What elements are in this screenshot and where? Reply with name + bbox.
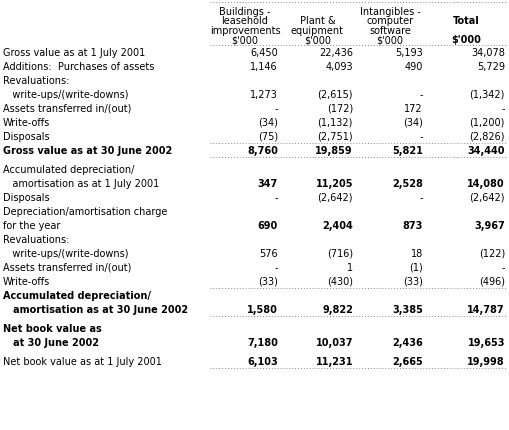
Text: Revaluations:: Revaluations: (3, 76, 69, 86)
Text: (34): (34) (258, 117, 277, 127)
Text: Gross value as at 1 July 2001: Gross value as at 1 July 2001 (3, 48, 145, 58)
Text: software: software (369, 25, 410, 35)
Text: $'000: $'000 (231, 35, 258, 45)
Text: 18: 18 (410, 248, 422, 258)
Text: 9,822: 9,822 (322, 304, 352, 314)
Text: 11,205: 11,205 (315, 178, 352, 188)
Text: Revaluations:: Revaluations: (3, 234, 69, 244)
Text: Plant &: Plant & (299, 16, 334, 26)
Text: 690: 690 (257, 220, 277, 230)
Text: Accumulated depreciation/: Accumulated depreciation/ (3, 164, 134, 174)
Text: 2,404: 2,404 (322, 220, 352, 230)
Text: (1,132): (1,132) (317, 117, 352, 127)
Text: 6,103: 6,103 (247, 356, 277, 366)
Text: Total: Total (452, 16, 478, 26)
Text: Disposals: Disposals (3, 132, 49, 141)
Text: (2,615): (2,615) (317, 89, 352, 99)
Text: $'000: $'000 (376, 35, 403, 45)
Text: -: - (274, 104, 277, 114)
Text: Assets transferred in/(out): Assets transferred in/(out) (3, 104, 131, 114)
Text: 8,760: 8,760 (247, 145, 277, 155)
Text: 11,231: 11,231 (315, 356, 352, 366)
Text: 5,193: 5,193 (394, 48, 422, 58)
Text: Additions:  Purchases of assets: Additions: Purchases of assets (3, 61, 154, 71)
Text: 19,998: 19,998 (466, 356, 504, 366)
Text: 1,580: 1,580 (247, 304, 277, 314)
Text: Disposals: Disposals (3, 192, 49, 202)
Text: (1,200): (1,200) (469, 117, 504, 127)
Text: leasehold: leasehold (221, 16, 268, 26)
Text: 172: 172 (404, 104, 422, 114)
Text: 1,273: 1,273 (249, 89, 277, 99)
Text: 3,385: 3,385 (391, 304, 422, 314)
Text: 14,080: 14,080 (466, 178, 504, 188)
Text: 19,859: 19,859 (315, 145, 352, 155)
Text: -: - (500, 104, 504, 114)
Text: $'000: $'000 (303, 35, 330, 45)
Text: amortisation as at 30 June 2002: amortisation as at 30 June 2002 (3, 304, 188, 314)
Text: 873: 873 (402, 220, 422, 230)
Text: Write-offs: Write-offs (3, 276, 50, 286)
Text: (716): (716) (326, 248, 352, 258)
Text: amortisation as at 1 July 2001: amortisation as at 1 July 2001 (3, 178, 159, 188)
Text: 2,665: 2,665 (391, 356, 422, 366)
Text: at 30 June 2002: at 30 June 2002 (3, 337, 99, 347)
Text: Buildings -: Buildings - (219, 6, 270, 16)
Text: -: - (500, 262, 504, 272)
Text: -: - (274, 192, 277, 202)
Text: (34): (34) (402, 117, 422, 127)
Text: (33): (33) (402, 276, 422, 286)
Text: 490: 490 (404, 61, 422, 71)
Text: 1: 1 (346, 262, 352, 272)
Text: write-ups/(write-downs): write-ups/(write-downs) (3, 248, 128, 258)
Text: Write-offs: Write-offs (3, 117, 50, 127)
Text: 14,787: 14,787 (466, 304, 504, 314)
Text: Depreciation/amortisation charge: Depreciation/amortisation charge (3, 206, 167, 216)
Text: -: - (419, 132, 422, 141)
Text: Intangibles -: Intangibles - (359, 6, 419, 16)
Text: Accumulated depreciation/: Accumulated depreciation/ (3, 290, 151, 300)
Text: (33): (33) (258, 276, 277, 286)
Text: 34,078: 34,078 (470, 48, 504, 58)
Text: equipment: equipment (291, 25, 344, 35)
Text: (1,342): (1,342) (469, 89, 504, 99)
Text: write-ups/(write-downs): write-ups/(write-downs) (3, 89, 128, 99)
Text: Assets transferred in/(out): Assets transferred in/(out) (3, 262, 131, 272)
Text: Net book value as at 1 July 2001: Net book value as at 1 July 2001 (3, 356, 161, 366)
Text: 347: 347 (257, 178, 277, 188)
Text: 34,440: 34,440 (467, 145, 504, 155)
Text: -: - (419, 89, 422, 99)
Text: 1,146: 1,146 (250, 61, 277, 71)
Text: (1): (1) (408, 262, 422, 272)
Text: $'000: $'000 (450, 35, 480, 45)
Text: for the year: for the year (3, 220, 60, 230)
Text: 19,653: 19,653 (467, 337, 504, 347)
Text: 4,093: 4,093 (325, 61, 352, 71)
Text: (2,826): (2,826) (469, 132, 504, 141)
Text: (2,751): (2,751) (317, 132, 352, 141)
Text: computer: computer (366, 16, 413, 26)
Text: Net book value as: Net book value as (3, 323, 102, 333)
Text: (2,642): (2,642) (469, 192, 504, 202)
Text: 2,528: 2,528 (391, 178, 422, 188)
Text: 2,436: 2,436 (391, 337, 422, 347)
Text: 22,436: 22,436 (318, 48, 352, 58)
Text: (75): (75) (258, 132, 277, 141)
Text: Gross value as at 30 June 2002: Gross value as at 30 June 2002 (3, 145, 172, 155)
Text: -: - (419, 192, 422, 202)
Text: 7,180: 7,180 (247, 337, 277, 347)
Text: (172): (172) (326, 104, 352, 114)
Text: 5,821: 5,821 (391, 145, 422, 155)
Text: -: - (274, 262, 277, 272)
Text: (496): (496) (478, 276, 504, 286)
Text: 10,037: 10,037 (315, 337, 352, 347)
Text: 6,450: 6,450 (250, 48, 277, 58)
Text: (122): (122) (478, 248, 504, 258)
Text: 576: 576 (259, 248, 277, 258)
Text: 3,967: 3,967 (473, 220, 504, 230)
Text: 5,729: 5,729 (476, 61, 504, 71)
Text: (430): (430) (326, 276, 352, 286)
Text: (2,642): (2,642) (317, 192, 352, 202)
Text: improvements: improvements (209, 25, 280, 35)
